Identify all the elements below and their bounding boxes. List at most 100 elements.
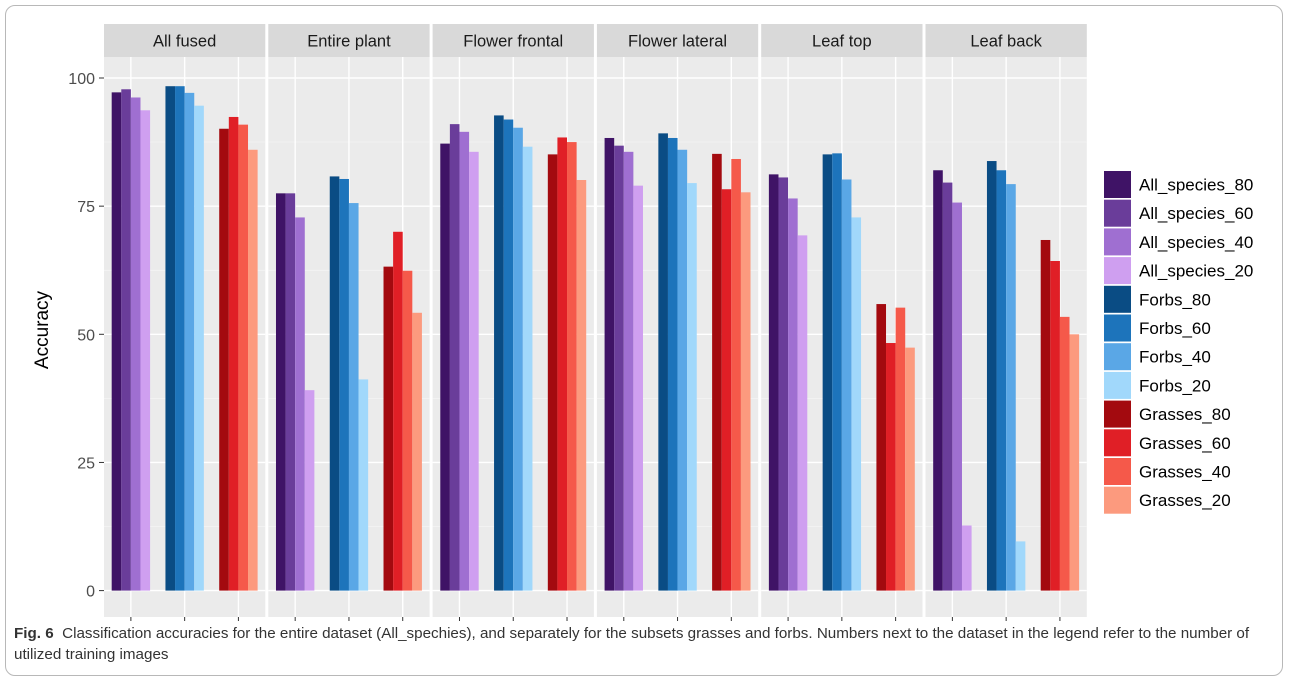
facet-strip — [104, 24, 266, 57]
bar-Grasses_40 — [1059, 316, 1070, 591]
legend-item: Grasses_60 — [1104, 429, 1231, 457]
legend-label: Forbs_80 — [1139, 290, 1211, 309]
bar-Forbs_40 — [513, 127, 523, 591]
facet-panel: All fused — [104, 24, 266, 621]
facet-panels: All fused Entire plant Flower frontal Flowe… — [104, 24, 1087, 621]
legend-item: All_species_60 — [1104, 199, 1253, 227]
legend-item: Forbs_60 — [1104, 314, 1211, 342]
legend-label: Forbs_40 — [1139, 348, 1211, 367]
legend-key — [1104, 458, 1131, 485]
bar-Forbs_20 — [194, 105, 204, 591]
bar-All_species_60 — [285, 193, 296, 591]
bar-Grasses_20 — [248, 149, 258, 591]
legend-key — [1104, 486, 1131, 514]
bar-Forbs_20 — [358, 379, 369, 591]
bar-Grasses_80 — [1040, 239, 1051, 591]
legend-key — [1104, 171, 1131, 198]
bar-Forbs_60 — [503, 119, 514, 591]
bar-Grasses_60 — [557, 137, 568, 591]
bar-Grasses_80 — [383, 266, 394, 591]
legend-item: Grasses_20 — [1104, 486, 1231, 514]
legend-label: Grasses_60 — [1139, 434, 1231, 453]
bar-All_species_60 — [121, 89, 131, 591]
legend-item: Grasses_40 — [1104, 458, 1231, 485]
bar-All_species_40 — [623, 151, 634, 591]
facet-label: Leaf back — [970, 33, 1042, 51]
bar-Forbs_20 — [851, 217, 862, 591]
bar-All_species_40 — [459, 131, 470, 591]
bar-Forbs_80 — [658, 133, 668, 591]
bar-Forbs_80 — [986, 161, 997, 591]
legend-key — [1104, 343, 1131, 371]
bar-All_species_40 — [295, 217, 305, 591]
bar-Grasses_20 — [412, 312, 422, 591]
legend-label: All_species_40 — [1139, 233, 1253, 252]
legend-item: All_species_20 — [1104, 257, 1253, 285]
bar-Grasses_40 — [731, 158, 741, 591]
y-tick-label: 75 — [77, 199, 95, 216]
facet-strip — [925, 24, 1087, 57]
legend-label: Forbs_60 — [1139, 319, 1211, 338]
bar-All_species_20 — [797, 235, 808, 591]
bar-Grasses_60 — [1050, 260, 1060, 591]
facet-panel: Leaf back — [925, 24, 1087, 621]
legend-label: Grasses_80 — [1139, 405, 1231, 424]
legend-key — [1104, 429, 1131, 457]
facet-label: All fused — [153, 33, 216, 51]
bar-Forbs_80 — [494, 115, 504, 591]
bar-All_species_60 — [449, 124, 460, 591]
bar-Forbs_20 — [687, 183, 697, 591]
facet-panel: Flower lateral — [596, 24, 759, 621]
bar-All_species_20 — [961, 525, 972, 591]
bar-Forbs_40 — [348, 203, 359, 591]
bar-All_species_40 — [788, 198, 798, 591]
bar-Grasses_40 — [895, 307, 906, 591]
bar-All_species_60 — [614, 145, 624, 591]
caption-label: Fig. 6 — [14, 625, 54, 642]
bar-Forbs_40 — [184, 92, 195, 591]
legend-label: All_species_60 — [1139, 204, 1253, 223]
facet-strip — [596, 24, 759, 57]
figure-frame — [5, 5, 1283, 676]
bar-Grasses_40 — [567, 142, 577, 591]
bar-Forbs_20 — [1015, 541, 1026, 591]
bar-All_species_80 — [275, 193, 286, 591]
facet-label: Flower lateral — [628, 33, 727, 51]
legend-key — [1104, 199, 1131, 227]
legend-item: Forbs_20 — [1104, 371, 1211, 399]
bar-Grasses_60 — [228, 116, 239, 591]
legend-key — [1104, 285, 1131, 313]
bar-All_species_80 — [440, 143, 450, 591]
legend-label: Forbs_20 — [1139, 376, 1211, 395]
bar-Forbs_40 — [1006, 184, 1016, 591]
legend-key — [1104, 400, 1131, 428]
facet-panel: Flower frontal — [432, 24, 594, 621]
bar-Grasses_80 — [219, 128, 229, 591]
y-tick-label: 25 — [77, 455, 95, 472]
bar-All_species_60 — [942, 182, 953, 591]
bar-Grasses_40 — [238, 124, 249, 591]
bar-Forbs_60 — [339, 178, 349, 591]
legend-label: All_species_20 — [1139, 262, 1253, 281]
bar-Grasses_20 — [740, 192, 751, 591]
bar-All_species_80 — [604, 137, 615, 591]
legend-item: Forbs_80 — [1104, 285, 1211, 313]
bar-Forbs_60 — [175, 86, 185, 591]
legend-item: All_species_40 — [1104, 228, 1253, 256]
facet-strip — [432, 24, 594, 57]
y-axis: 0 25 50 75 100 — [68, 71, 104, 601]
bar-Forbs_40 — [841, 179, 852, 591]
legend-key — [1104, 257, 1131, 285]
bar-Forbs_60 — [832, 153, 842, 591]
legend-key — [1104, 314, 1131, 342]
bar-All_species_20 — [633, 185, 643, 591]
legend-key — [1104, 371, 1131, 399]
bar-Forbs_20 — [522, 146, 533, 591]
facet-strip — [761, 24, 923, 57]
bar-Forbs_60 — [667, 137, 678, 591]
bar-All_species_60 — [778, 177, 789, 591]
legend-item: All_species_80 — [1104, 171, 1253, 198]
bar-All_species_80 — [111, 92, 122, 591]
bar-Grasses_40 — [402, 270, 413, 591]
